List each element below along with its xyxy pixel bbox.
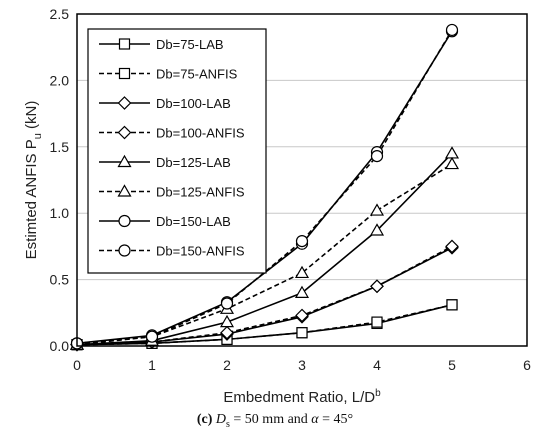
legend-marker-2	[117, 96, 132, 110]
data-point-series-5	[369, 203, 385, 216]
y-tick-label: 1.0	[50, 205, 70, 221]
data-point-series-1	[296, 327, 308, 339]
x-tick-label: 6	[523, 357, 531, 373]
caption-alpha: α	[311, 412, 319, 427]
legend-marker-3	[117, 125, 132, 140]
y-tick-label: 2.0	[50, 72, 70, 88]
legend-marker-0	[118, 38, 131, 50]
data-point-series-3	[370, 279, 384, 294]
legend-label-4: Db=125-LAB	[156, 155, 231, 170]
legend: Db=75-LAB Db=75-ANFIS Db=100-LAB Db=100-ANF…	[87, 28, 267, 274]
x-tick-label: 5	[448, 357, 456, 373]
legend-label-1: Db=75-ANFIS	[156, 67, 238, 82]
data-point-series-7	[445, 23, 459, 37]
series-line-3	[76, 245, 453, 346]
series-line-7	[76, 29, 453, 345]
x-tick-label: 1	[148, 357, 156, 373]
legend-marker-1	[118, 67, 131, 80]
data-point-series-7	[220, 297, 234, 310]
x-tick-label: 0	[73, 357, 81, 373]
data-point-series-7	[295, 234, 309, 248]
series-line-4	[76, 152, 453, 346]
data-point-series-3	[220, 325, 234, 340]
plot-frame	[76, 13, 528, 347]
legend-box	[87, 28, 267, 274]
data-point-series-3	[295, 308, 309, 323]
chart: 0.0 0.5 1.0 1.5 2.0 2.5 0 1 2 3 4 5 6 Embedment Rati…	[23, 6, 532, 406]
legend-marker-6	[118, 214, 131, 228]
legend-label-6: Db=150-LAB	[156, 214, 231, 229]
caption-symbol-sub: s	[226, 418, 230, 430]
legend-label-5: Db=125-ANFIS	[156, 185, 245, 200]
x-axis-title: Embedment Ratio, L/Db	[223, 388, 381, 406]
caption-text-mid: = 50 mm and	[229, 412, 312, 427]
legend-label-0: Db=75-LAB	[156, 37, 224, 52]
data-point-series-7	[370, 149, 384, 163]
x-tick-label: 2	[223, 357, 231, 373]
y-tick-label: 2.5	[50, 6, 70, 22]
data-point-series-4	[294, 285, 310, 298]
plot-area	[69, 23, 460, 352]
data-point-series-3	[445, 239, 459, 254]
data-point-series-1	[371, 316, 383, 328]
y-tick-label: 1.5	[50, 139, 70, 155]
data-point-series-4	[219, 314, 235, 328]
legend-label-3: Db=100-ANFIS	[156, 126, 245, 141]
data-point-series-4	[444, 146, 460, 159]
legend-label-7: Db=150-ANFIS	[156, 244, 245, 259]
series-line-1	[76, 304, 453, 346]
legend-marker-4	[117, 154, 132, 168]
y-axis-title: Estimted ANFIS Pu (kN)	[23, 101, 44, 260]
caption-text-end: = 45°	[318, 412, 354, 427]
y-tick-label: 0.5	[50, 272, 70, 288]
figure-caption: (c) Ds = 50 mm and α = 45°	[0, 412, 550, 430]
y-tick-label: 0.0	[50, 338, 70, 354]
tick-labels: 0.0 0.5 1.0 1.5 2.0 2.5 0 1 2 3 4 5 6	[50, 6, 532, 373]
data-point-series-7	[145, 330, 159, 343]
legend-marker-7	[118, 244, 131, 257]
data-point-series-5	[444, 156, 460, 170]
legend-marker-5	[117, 184, 132, 197]
data-point-series-1	[446, 299, 458, 311]
caption-label: (c)	[196, 412, 213, 427]
legend-label-2: Db=100-LAB	[156, 96, 231, 111]
caption-symbol: D	[215, 412, 226, 427]
x-tick-label: 4	[373, 357, 381, 373]
data-point-series-5	[294, 265, 310, 279]
data-point-series-4	[369, 223, 385, 236]
x-tick-label: 3	[298, 357, 306, 373]
